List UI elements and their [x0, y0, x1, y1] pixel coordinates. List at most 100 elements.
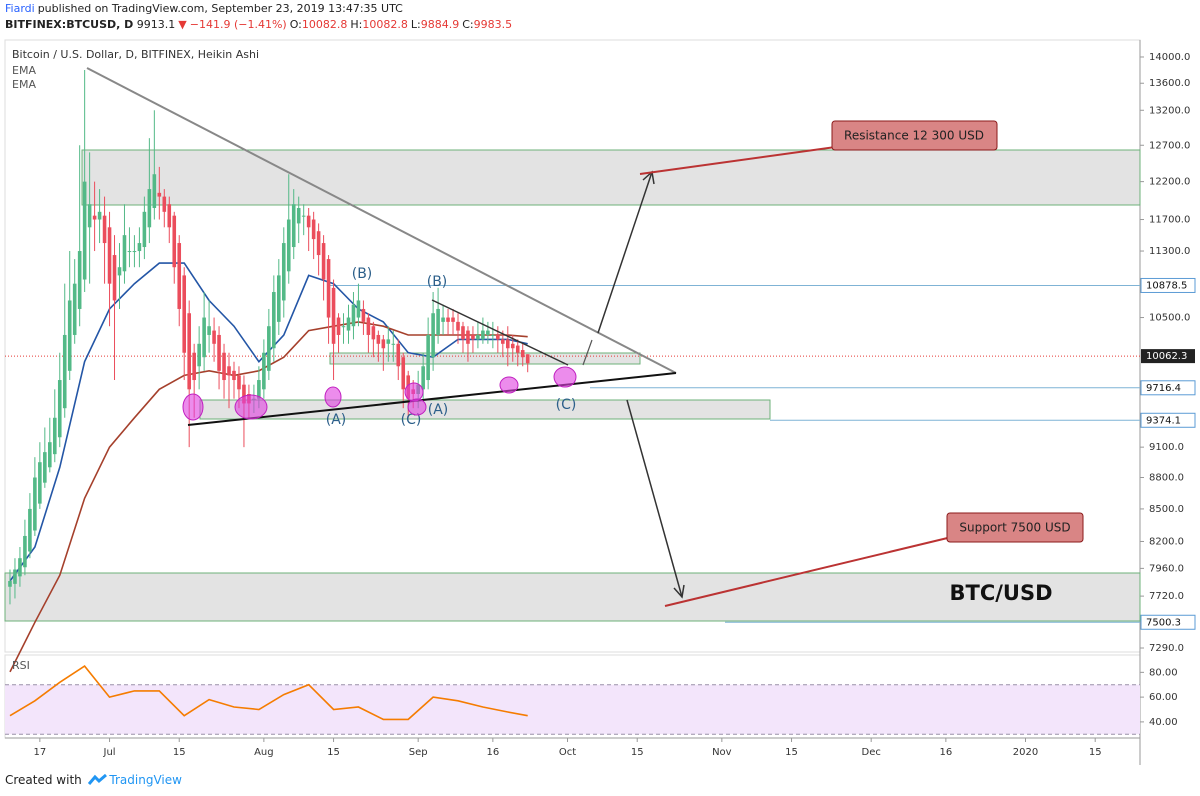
candle-body — [137, 243, 142, 252]
x-tick-label: 16 — [486, 747, 499, 758]
rsi-line — [9, 665, 528, 721]
candle-body — [336, 317, 341, 335]
y-tick-label: 8500.0 — [1149, 504, 1184, 515]
y-tick-label: 13200.0 — [1149, 105, 1190, 116]
chart-title: Bitcoin / U.S. Dollar, D, BITFINEX, Heik… — [12, 48, 259, 61]
candle-body — [197, 343, 201, 367]
trend-line — [86, 67, 677, 374]
range-zone — [199, 399, 771, 420]
y-tick-label: 8800.0 — [1149, 473, 1184, 484]
candle-body — [361, 308, 366, 322]
y-tick-label: 11300.0 — [1149, 246, 1190, 257]
candle-body — [326, 259, 331, 318]
ohlc-value: 9983.5 — [473, 18, 513, 31]
x-tick-label: 16 — [939, 747, 952, 758]
ohlc-label: C: — [462, 18, 474, 31]
logo — [87, 773, 107, 785]
candle-body — [451, 317, 455, 322]
y-tick-label: 7290.0 — [1149, 643, 1184, 654]
highlight — [324, 386, 342, 408]
candle-body — [441, 317, 445, 322]
candle-body — [276, 275, 281, 322]
candle-body — [515, 345, 520, 353]
last-price: 9913.1 — [136, 18, 176, 31]
x-tick-label: Dec — [862, 747, 881, 758]
y-tick-label: 13600.0 — [1149, 78, 1190, 89]
price-label: 10878.5 — [1146, 280, 1187, 291]
candle-body — [23, 535, 27, 568]
x-tick-label: 15 — [785, 747, 798, 758]
range-zone — [329, 352, 641, 365]
candle-body — [127, 251, 132, 253]
candle-body — [122, 235, 127, 272]
candle-body — [257, 380, 261, 399]
y-tick-label: 7960.0 — [1149, 563, 1184, 574]
x-tick-label: 17 — [33, 747, 46, 758]
price-label-box — [1140, 380, 1196, 396]
rsi-title: RSI — [12, 659, 30, 672]
support-zone — [4, 572, 1141, 622]
candle-body — [321, 243, 326, 280]
candle-body — [306, 215, 311, 228]
quote-line: BITFINEX:BTCUSD, D 9913.1 ▼ −141.9 (−1.41%… — [5, 17, 518, 33]
brand[interactable]: TradingView — [109, 773, 182, 787]
candle-body — [187, 313, 191, 390]
candle-body — [262, 352, 266, 390]
candle-body — [227, 366, 231, 376]
candle-body — [132, 251, 137, 253]
x-tick-label: 15 — [173, 747, 186, 758]
candle-body — [461, 326, 465, 340]
candle-body — [177, 243, 182, 309]
candle-body — [217, 334, 221, 371]
highlight — [234, 394, 268, 420]
candle-body — [242, 384, 246, 404]
change: −141.9 (−1.41%) — [189, 18, 287, 31]
y-tick-label: 12200.0 — [1149, 177, 1190, 188]
candle-body — [331, 287, 336, 344]
candle-body — [157, 192, 162, 197]
direction: ▼ — [178, 18, 187, 31]
candle-body — [386, 339, 391, 344]
candle-body — [436, 308, 440, 335]
y-tick-label: 9100.0 — [1149, 442, 1184, 453]
y-tick-label: 60.00 — [1149, 692, 1178, 703]
highlight — [407, 398, 427, 416]
candle-body — [43, 452, 47, 483]
trend-line — [431, 299, 569, 366]
candle-body — [356, 300, 361, 318]
price-label: 7500.3 — [1146, 617, 1181, 628]
candle-body — [346, 317, 351, 331]
header: Fiardi published on TradingView.com, Sept… — [5, 1, 518, 33]
drawings — [86, 67, 961, 607]
candle-body — [401, 357, 406, 390]
candle-body — [18, 558, 22, 577]
candle-body — [496, 334, 500, 340]
candle-body — [182, 275, 187, 353]
price-label-box — [1141, 349, 1195, 364]
x-tick-label: Jul — [103, 747, 116, 758]
callout-line — [664, 534, 961, 607]
candle-body — [471, 334, 475, 340]
candle-body — [97, 211, 102, 220]
footer: Created with TradingView — [5, 772, 182, 787]
price-label: 9716.4 — [1146, 383, 1181, 394]
ohlc-label: L: — [410, 18, 421, 31]
candle-body — [281, 243, 286, 301]
ema-line — [9, 321, 528, 673]
candle-body — [491, 334, 495, 336]
callout-line — [639, 144, 851, 175]
arrow-head — [673, 584, 685, 599]
price-label: 10062.3 — [1146, 351, 1187, 362]
candle-body — [481, 330, 485, 340]
candle-body — [207, 326, 211, 335]
author[interactable]: Fiardi — [5, 2, 35, 15]
candle-body — [525, 354, 530, 364]
wave-label: (C) — [401, 412, 422, 428]
highlight — [499, 376, 519, 394]
x-tick-label: 15 — [631, 747, 644, 758]
candle-body — [117, 267, 122, 276]
resistance-zone — [81, 149, 1141, 206]
candle-body — [296, 207, 301, 224]
x-tick-label: 2020 — [1013, 747, 1038, 758]
